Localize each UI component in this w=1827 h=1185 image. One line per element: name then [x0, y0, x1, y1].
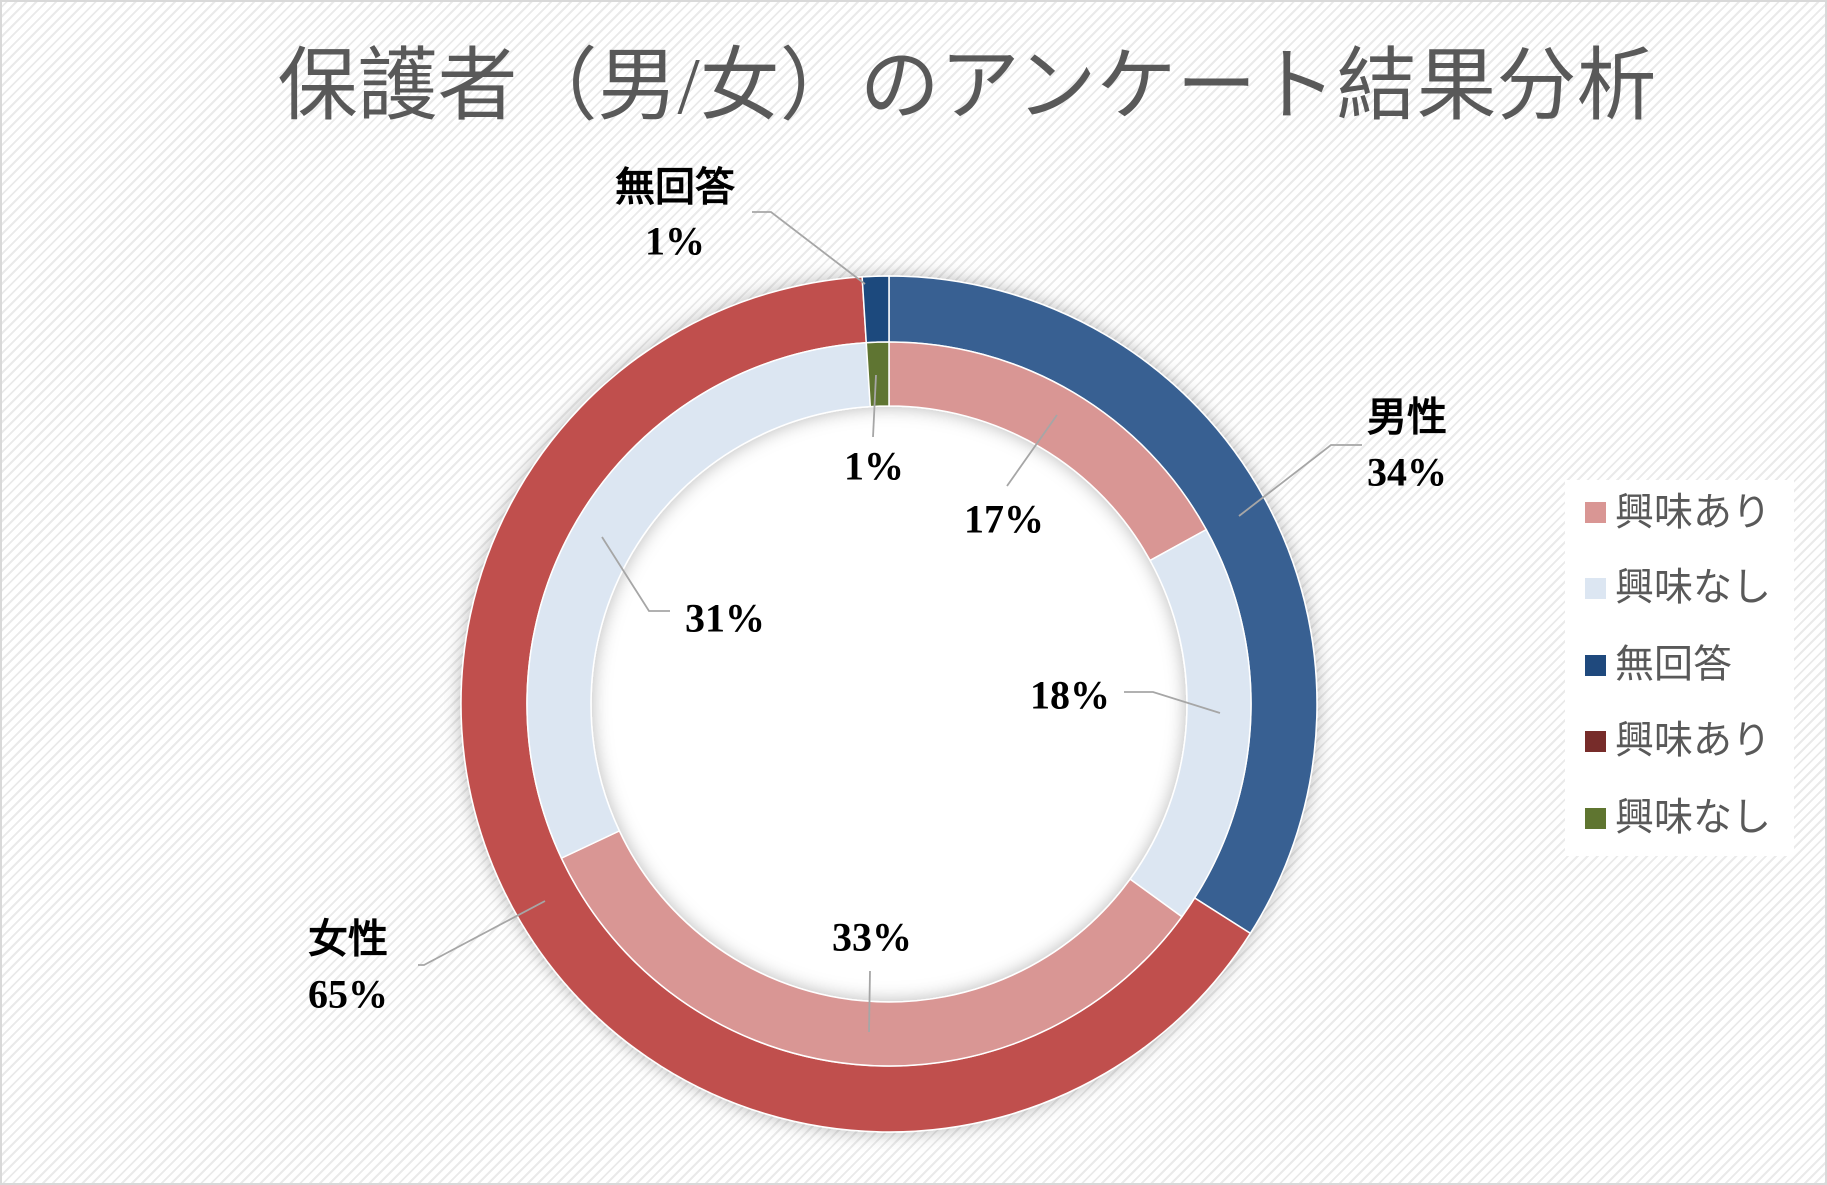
- outer-data-labels: 男性 34% 女性 65% 無回答 1%: [308, 165, 1447, 1017]
- leader-line-male: [1238, 444, 1362, 517]
- legend-entry: 興味あり: [1585, 492, 1771, 535]
- legend-swatch: [1585, 808, 1606, 829]
- inner-data-labels: 17% 18% 33% 31% 1%: [685, 444, 1110, 960]
- leader-line-female: [418, 900, 546, 966]
- legend-label: 無回答: [1615, 644, 1732, 687]
- legend: 興味あり 興味なし 無回答 興味あり 興味なし: [1565, 480, 1794, 856]
- legend-entry: 興味なし: [1585, 567, 1771, 610]
- data-label-male-category: 男性: [1367, 395, 1447, 440]
- legend-swatch: [1585, 731, 1606, 752]
- legend-entry: 興味なし: [1585, 797, 1771, 840]
- leader-line-inner-4: [601, 536, 670, 612]
- legend-entry: 無回答: [1585, 644, 1732, 687]
- legend-swatch: [1585, 655, 1606, 676]
- leader-line-inner-1: [1006, 414, 1058, 487]
- data-label-inner-3: 33%: [832, 915, 912, 960]
- data-label-inner-2: 18%: [1030, 673, 1110, 718]
- donut-rings: [460, 275, 1318, 1133]
- legend-label: 興味あり: [1615, 492, 1771, 535]
- leader-line-no-answer: [752, 211, 866, 285]
- data-label-female-percent: 65%: [308, 972, 388, 1017]
- outer-ring-slice-3: [861, 275, 890, 344]
- data-label-inner-5: 1%: [844, 444, 904, 489]
- leader-line-inner-2: [1124, 691, 1221, 714]
- data-label-no-answer-percent: 1%: [645, 219, 705, 264]
- data-label-female-category: 女性: [308, 917, 388, 962]
- data-label-no-answer-category: 無回答: [615, 165, 736, 210]
- inner-ring-slice-3: [560, 829, 1183, 1067]
- leader-lines: [418, 211, 1362, 1033]
- data-label-inner-4: 31%: [685, 596, 765, 641]
- legend-swatch: [1585, 502, 1606, 523]
- data-label-male-percent: 34%: [1367, 450, 1447, 495]
- inner-ring: [526, 341, 1252, 1067]
- leader-line-inner-5: [872, 374, 877, 438]
- data-label-inner-1: 17%: [964, 497, 1044, 542]
- legend-entry: 興味あり: [1585, 720, 1771, 763]
- chart-title: 保護者（男/女）のアンケート結果分析: [277, 43, 1656, 131]
- legend-swatch: [1585, 578, 1606, 599]
- leader-line-inner-3: [868, 970, 871, 1033]
- inner-ring-slice-5: [865, 341, 890, 408]
- legend-label: 興味なし: [1615, 567, 1771, 610]
- legend-label: 興味あり: [1615, 720, 1771, 763]
- donut-hole: [589, 404, 1189, 1004]
- legend-label: 興味なし: [1615, 797, 1771, 840]
